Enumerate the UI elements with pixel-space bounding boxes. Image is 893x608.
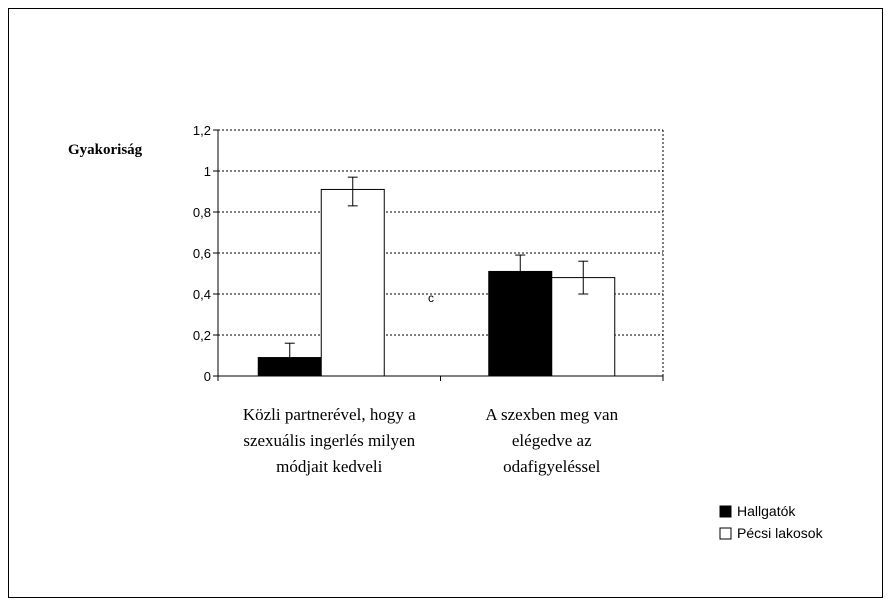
y-tick-label: 0,8 — [193, 205, 211, 220]
y-tick-label: 0 — [204, 369, 211, 384]
y-ticks: 0 0,2 0,4 0,6 0,8 1 1,2 — [193, 123, 218, 384]
legend: Hallgatók Pécsi lakosok — [719, 503, 824, 541]
y-tick-label: 1 — [204, 164, 211, 179]
legend-label: Hallgatók — [737, 503, 796, 519]
category-label-line: Közli partnerével, hogy a — [243, 405, 416, 424]
y-tick-label: 0,2 — [193, 328, 211, 343]
bars — [257, 188, 616, 377]
category-labels: Közli partnerével, hogy a szexuális inger… — [243, 405, 619, 476]
category-label-line: módjait kedveli — [276, 457, 383, 476]
y-axis-title: Gyakoriság — [68, 142, 143, 158]
y-tick-label: 0,6 — [193, 246, 211, 261]
chart-frame — [8, 8, 883, 598]
bar-pecsi-lakosok-0 — [320, 188, 385, 377]
annotation-c: c — [428, 291, 434, 305]
category-label-line: elégedve az — [512, 431, 592, 450]
legend-swatch — [719, 505, 732, 518]
error-bars — [284, 176, 589, 377]
category-label-line: szexuális ingerlés milyen — [243, 431, 415, 450]
y-tick-label: 1,2 — [193, 123, 211, 138]
gridlines — [218, 129, 664, 376]
legend-label: Pécsi lakosok — [737, 525, 824, 541]
y-tick-label: 0,4 — [193, 287, 211, 302]
x-ticks — [217, 376, 664, 381]
legend-swatch — [719, 527, 732, 540]
category-label-line: odafigyeléssel — [503, 457, 601, 476]
category-label-line: A szexben meg van — [485, 405, 618, 424]
bar-hallgatok-1 — [488, 270, 553, 377]
